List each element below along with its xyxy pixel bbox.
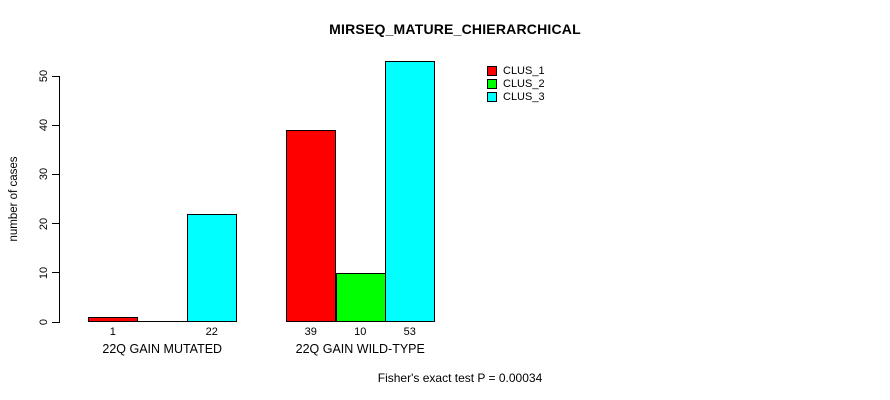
y-tick-label: 50	[38, 69, 50, 83]
bar-value-label: 1	[109, 326, 116, 338]
y-tick-mark	[52, 75, 59, 77]
legend-swatch-clus_2	[487, 78, 497, 89]
footnote: Fisher's exact test P = 0.00034	[377, 371, 543, 385]
legend-swatch-clus_1	[487, 65, 497, 76]
legend-label: CLUS_2	[503, 77, 545, 90]
legend-row: CLUS_3	[487, 90, 545, 103]
category-label: 22Q GAIN MUTATED	[102, 342, 223, 356]
y-tick-mark	[52, 173, 59, 175]
category-label: 22Q GAIN WILD-TYPE	[295, 342, 425, 356]
legend-row: CLUS_1	[487, 64, 545, 77]
y-tick-label: 0	[38, 318, 50, 326]
y-axis-line	[59, 76, 60, 323]
y-tick-mark	[52, 223, 59, 225]
y-tick-mark	[52, 124, 59, 126]
legend-row: CLUS_2	[487, 77, 545, 90]
bar	[187, 213, 237, 322]
bar	[88, 317, 138, 322]
y-tick-mark	[52, 321, 59, 323]
bar	[336, 272, 386, 322]
legend-label: CLUS_1	[503, 64, 545, 77]
y-tick-label: 10	[38, 266, 50, 279]
bar-value-label: 10	[354, 326, 367, 338]
bar-value-label: 39	[304, 326, 317, 338]
legend: CLUS_1 CLUS_2 CLUS_3	[487, 64, 545, 103]
legend-swatch-clus_3	[487, 91, 497, 102]
bar-value-label: 22	[205, 326, 218, 338]
y-tick-label: 40	[38, 119, 50, 132]
bar-value-label: 53	[403, 326, 416, 338]
legend-label: CLUS_3	[503, 90, 545, 103]
y-axis-label: number of cases	[8, 156, 20, 242]
y-tick-label: 20	[38, 217, 50, 230]
y-tick-label: 30	[38, 168, 50, 181]
y-tick-mark	[52, 272, 59, 274]
chart-title: MIRSEQ_MATURE_CHIERARCHICAL	[329, 21, 581, 37]
bar	[286, 130, 336, 322]
bar	[385, 61, 435, 322]
bar-zero-baseline	[138, 321, 188, 322]
